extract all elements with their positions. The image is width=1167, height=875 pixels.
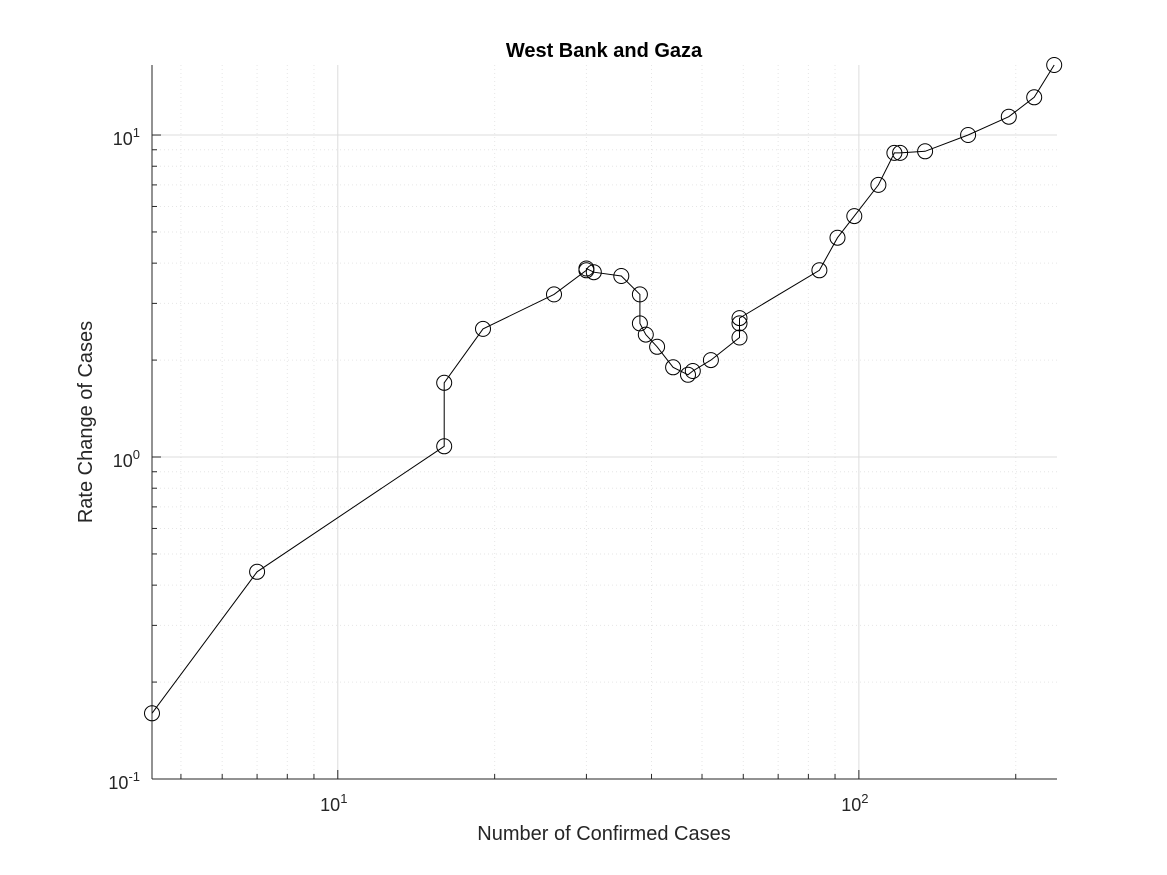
data-point <box>870 176 887 193</box>
data-point <box>811 262 828 279</box>
data-point <box>613 268 630 284</box>
data-point <box>892 144 909 161</box>
data-point <box>684 363 701 379</box>
y-axis-label: Rate Change of Cases <box>75 321 97 523</box>
data-point <box>829 229 846 246</box>
data-point <box>546 286 562 303</box>
data-point <box>1046 57 1063 73</box>
data-point <box>585 264 602 281</box>
data-point <box>578 260 595 277</box>
y-tick-label: 10-1 <box>108 769 140 793</box>
x-axis-label: Number of Confirmed Cases <box>477 823 730 845</box>
data-point <box>846 208 863 225</box>
data-point <box>436 438 453 455</box>
data-point <box>680 366 696 383</box>
data-point <box>631 286 648 303</box>
data-point <box>649 338 666 355</box>
data-point <box>436 374 453 391</box>
data-point <box>731 315 748 332</box>
plot-area <box>152 65 1057 779</box>
data-point <box>731 310 748 327</box>
data-point <box>702 352 719 369</box>
data-point <box>1000 108 1017 125</box>
axes <box>151 65 1057 780</box>
data-point <box>475 320 491 337</box>
data-point <box>731 329 748 346</box>
tick-labels: 101 102 10-1 100 101 <box>108 125 868 815</box>
data-point <box>1026 89 1043 106</box>
series-line <box>151 64 1055 714</box>
data-point <box>665 359 682 376</box>
data-point <box>144 705 160 722</box>
data-point <box>960 127 977 143</box>
ticks <box>152 134 1017 780</box>
data-point <box>886 144 903 161</box>
series <box>144 57 1063 722</box>
y-tick-label: 100 <box>113 447 140 471</box>
x-tick-label: 101 <box>320 791 347 815</box>
data-point <box>631 315 648 332</box>
data-point <box>637 326 654 343</box>
data-point <box>917 143 934 160</box>
y-tick-label: 101 <box>113 125 140 149</box>
x-tick-label: 102 <box>841 791 868 815</box>
chart-title: West Bank and Gaza <box>506 40 703 62</box>
data-point <box>249 563 266 580</box>
